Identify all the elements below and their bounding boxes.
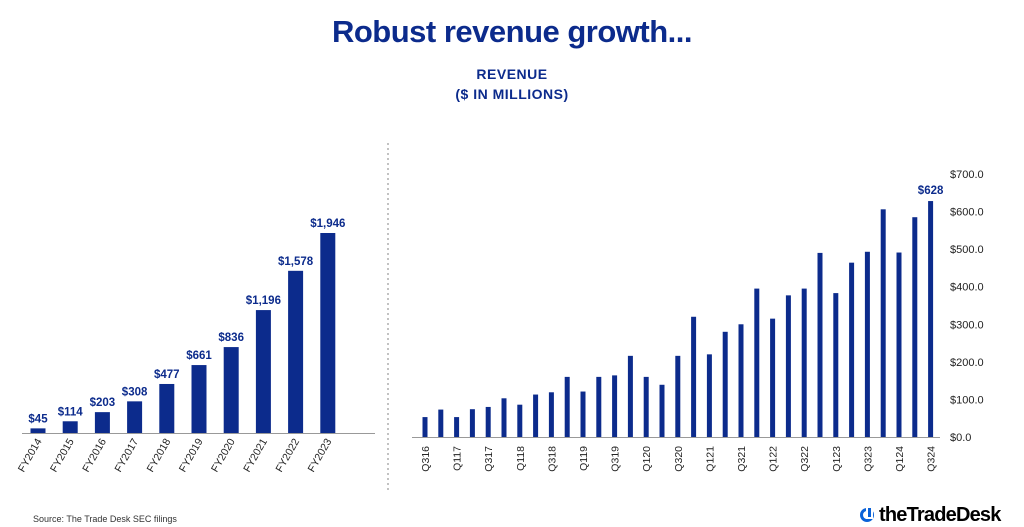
- annual-data-label: $661: [186, 350, 212, 362]
- quarter-bar: [643, 376, 649, 437]
- quarter-bar: [422, 417, 428, 437]
- quarter-tick-label: Q324: [926, 446, 938, 472]
- annual-bar: [320, 233, 336, 433]
- annual-tick-label: FY2022: [273, 436, 302, 474]
- quarter-tick-label: Q323: [862, 446, 874, 472]
- y-tick-label: $300.0: [950, 319, 984, 331]
- y-tick-label: $0.0: [950, 432, 971, 444]
- quarter-bar: [675, 355, 681, 437]
- quarter-tick-label: Q316: [420, 446, 432, 472]
- quarter-bar: [817, 252, 823, 437]
- quarter-bar: [485, 406, 491, 437]
- quarter-bar: [912, 217, 918, 437]
- source-note: Source: The Trade Desk SEC filings: [33, 514, 177, 524]
- quarter-tick-label: Q320: [673, 446, 685, 472]
- page-title: Robust revenue growth...: [331, 14, 693, 49]
- quarter-tick-label: Q322: [799, 446, 811, 472]
- chart-subtitle-line2: ($ IN MILLIONS): [455, 86, 569, 102]
- y-tick-label: $200.0: [950, 357, 984, 369]
- annual-data-label: $45: [28, 413, 48, 425]
- quarter-tick-label: Q123: [831, 446, 843, 472]
- annual-tick-label: FY2021: [241, 436, 270, 474]
- annual-data-label: $1,946: [310, 218, 345, 230]
- chart-subtitle-line1: REVENUE: [476, 66, 548, 82]
- annual-data-label: $203: [90, 397, 116, 409]
- annual-bar: [30, 428, 46, 433]
- quarter-tick-label: Q117: [452, 446, 464, 471]
- quarter-bar: [580, 391, 586, 437]
- revenue-charts: $45 FY2014 $114 FY2015 $203 FY2016 $308 FY2017 $…: [16, 143, 984, 490]
- quarter-bar: [770, 318, 776, 437]
- annual-tick-label: FY2020: [209, 436, 238, 474]
- quarter-tick-label: Q120: [641, 446, 653, 472]
- quarter-tick-label: Q118: [515, 446, 527, 471]
- annual-tick-label: FY2016: [80, 436, 109, 474]
- annual-tick-label: FY2015: [48, 436, 77, 474]
- y-tick-label: $100.0: [950, 394, 984, 406]
- quarter-bar: [801, 288, 807, 437]
- y-tick-label: $700.0: [950, 169, 984, 181]
- quarter-bar: [596, 376, 602, 437]
- quarter-bar: [928, 201, 934, 437]
- annual-bar: [127, 401, 143, 433]
- quarter-bar: [438, 409, 444, 437]
- quarter-tick-label: Q319: [610, 446, 622, 472]
- logo-text: theTradeDesk: [879, 503, 1001, 526]
- quarter-bar: [627, 355, 633, 437]
- latest-quarter-label: $628: [918, 185, 944, 197]
- annual-tick-label: FY2018: [145, 436, 174, 474]
- annual-bar: [62, 421, 78, 433]
- quarter-bar: [501, 398, 507, 437]
- annual-tick-label: FY2014: [16, 436, 45, 474]
- quarter-tick-label: Q321: [736, 446, 748, 472]
- quarter-bar: [691, 316, 697, 437]
- quarter-tick-label: Q121: [704, 446, 716, 472]
- quarter-tick-label: Q122: [768, 446, 780, 472]
- annual-data-label: $1,578: [278, 256, 314, 268]
- annual-data-label: $836: [218, 332, 244, 344]
- quarter-bar: [880, 209, 886, 437]
- quarter-bar: [469, 409, 475, 437]
- quarter-bar: [533, 394, 539, 437]
- quarter-bar: [738, 324, 744, 437]
- quarter-bar: [754, 288, 760, 437]
- quarter-bar: [454, 417, 460, 437]
- trade-desk-logo-icon: [860, 506, 874, 522]
- quarter-bar: [517, 404, 523, 437]
- annual-bar: [94, 412, 110, 433]
- annual-data-label: $477: [154, 369, 180, 381]
- annual-bar: [223, 347, 239, 433]
- quarter-bar: [864, 251, 870, 437]
- quarter-bar: [564, 376, 570, 437]
- annual-bar: [255, 310, 271, 433]
- annual-tick-label: FY2023: [306, 436, 335, 474]
- annual-bar: [159, 383, 175, 433]
- y-tick-label: $500.0: [950, 244, 984, 256]
- quarter-bar: [722, 331, 728, 437]
- y-tick-label: $600.0: [950, 207, 984, 219]
- annual-data-label: $308: [122, 386, 148, 398]
- annual-data-label: $1,196: [246, 295, 281, 307]
- quarter-tick-label: Q317: [483, 446, 495, 472]
- quarter-tick-label: Q119: [578, 446, 590, 471]
- annual-tick-label: FY2017: [112, 436, 141, 474]
- quarter-bar: [849, 262, 855, 437]
- quarter-bar: [785, 295, 791, 437]
- annual-bar: [288, 270, 304, 433]
- trade-desk-logo: theTradeDesk: [860, 503, 1001, 526]
- quarter-tick-label: Q124: [894, 446, 906, 472]
- annual-bar: [191, 365, 207, 433]
- quarter-bar: [612, 375, 618, 437]
- quarter-bar: [833, 293, 839, 437]
- y-tick-label: $400.0: [950, 282, 984, 294]
- quarter-bar: [548, 392, 554, 437]
- quarter-tick-label: Q318: [546, 446, 558, 472]
- annual-tick-label: FY2019: [177, 436, 206, 474]
- quarter-bar: [896, 252, 902, 437]
- annual-data-label: $114: [58, 406, 84, 418]
- quarter-bar: [706, 354, 712, 437]
- quarter-bar: [659, 384, 665, 437]
